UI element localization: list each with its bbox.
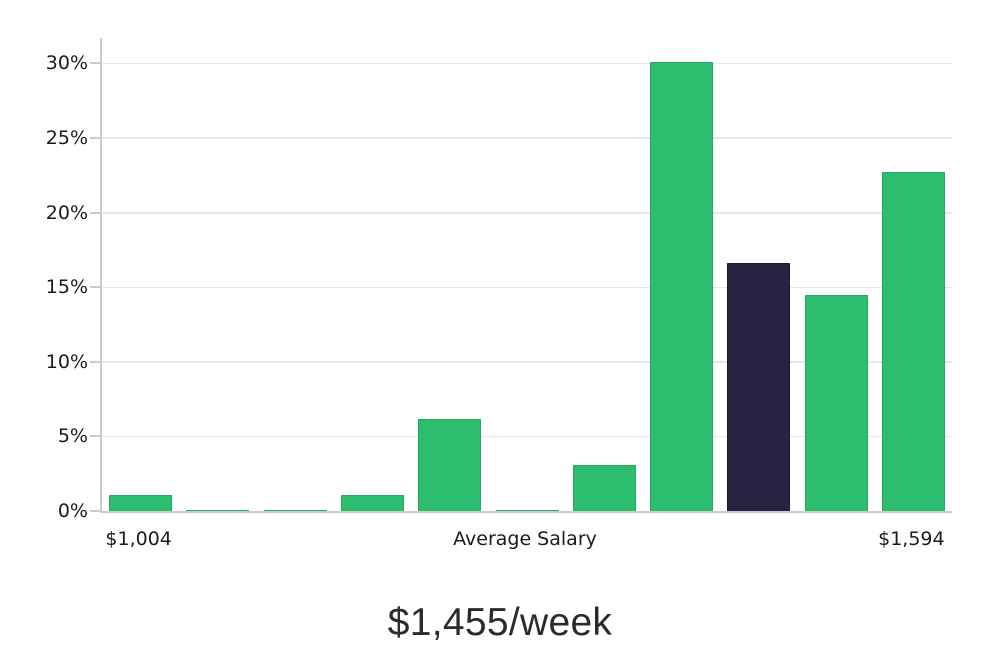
bar[interactable]	[495, 509, 559, 511]
y-axis-tick-label: 10%	[45, 350, 88, 373]
bar[interactable]	[881, 172, 945, 511]
x-axis-label-average: Average Salary	[453, 528, 597, 550]
y-axis-tick-label: 30%	[45, 52, 88, 75]
gridline	[102, 62, 952, 65]
y-axis-tick-label: 5%	[57, 425, 88, 448]
gridline	[102, 286, 952, 289]
weekly-salary-caption: $1,455/week	[387, 601, 613, 644]
y-axis-tick-label: 15%	[45, 276, 88, 299]
y-axis-tick-label: 20%	[45, 201, 88, 224]
x-axis-label-max: $1,594	[878, 528, 945, 550]
y-axis-tick	[90, 435, 100, 438]
gridline	[102, 435, 952, 438]
x-axis-labels: $1,004 Average Salary $1,594	[100, 528, 952, 556]
plot-area	[90, 38, 952, 513]
bar[interactable]	[263, 509, 327, 511]
bar[interactable]	[186, 509, 250, 511]
y-axis-tick	[90, 286, 100, 289]
bar[interactable]	[650, 61, 714, 511]
bar[interactable]	[572, 464, 636, 511]
y-axis-tick-label: 25%	[45, 126, 88, 149]
bar[interactable]	[418, 418, 482, 511]
y-axis-tick	[90, 510, 100, 512]
bar[interactable]	[340, 494, 404, 511]
y-axis-tick	[90, 136, 100, 139]
bar-highlighted[interactable]	[727, 263, 791, 511]
y-axis-tick	[90, 360, 100, 363]
gridline	[102, 212, 952, 214]
y-axis-tick	[90, 211, 100, 214]
y-axis-tick-label: 0%	[57, 500, 88, 522]
y-axis-tick	[90, 62, 100, 65]
bar[interactable]	[109, 494, 173, 511]
y-axis-labels: 0% 5% 10% 15% 20% 25% 30%	[0, 38, 88, 522]
gridline	[102, 361, 952, 363]
x-axis-label-min: $1,004	[105, 528, 172, 550]
bar[interactable]	[804, 294, 868, 511]
gridline	[102, 137, 952, 139]
